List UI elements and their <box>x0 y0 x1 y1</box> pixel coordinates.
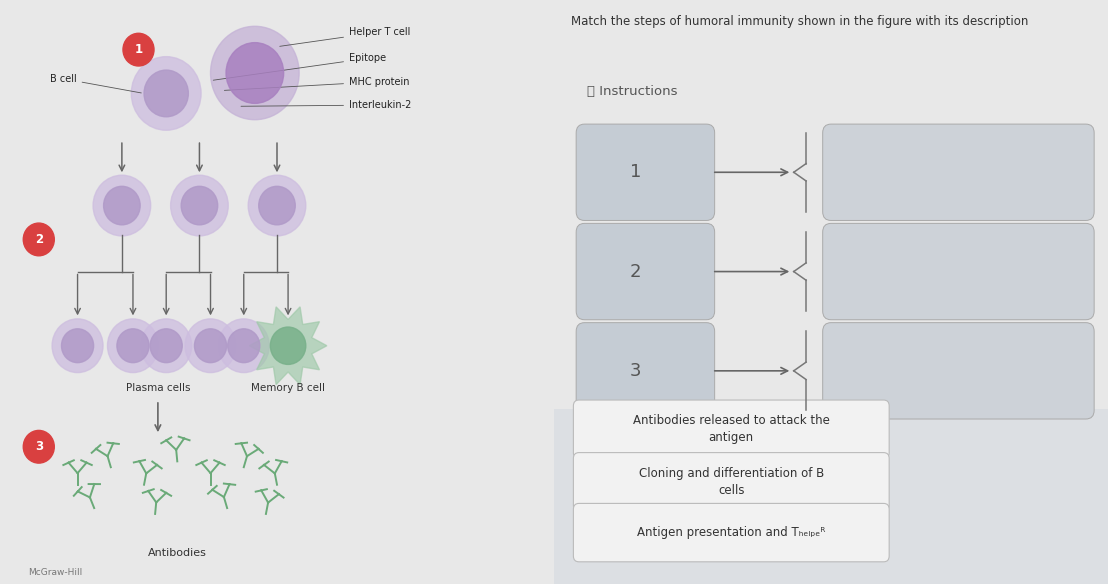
Circle shape <box>23 430 54 463</box>
Circle shape <box>195 329 227 363</box>
Circle shape <box>248 175 306 236</box>
Text: 2: 2 <box>630 263 642 280</box>
FancyBboxPatch shape <box>576 224 715 320</box>
Text: Epitope: Epitope <box>213 53 387 80</box>
Text: Antibodies: Antibodies <box>147 548 207 558</box>
Circle shape <box>117 329 148 363</box>
Circle shape <box>62 329 93 363</box>
Circle shape <box>226 43 284 103</box>
Text: 1: 1 <box>134 43 143 56</box>
FancyBboxPatch shape <box>576 322 715 419</box>
FancyBboxPatch shape <box>822 224 1095 320</box>
Circle shape <box>132 57 202 130</box>
Circle shape <box>107 319 158 373</box>
Circle shape <box>93 175 151 236</box>
Circle shape <box>144 70 188 117</box>
Text: Antibodies released to attack the
antigen: Antibodies released to attack the antige… <box>633 414 830 444</box>
Circle shape <box>23 223 54 256</box>
Circle shape <box>228 329 260 363</box>
Text: Interleukin-2: Interleukin-2 <box>242 100 411 110</box>
Circle shape <box>218 319 269 373</box>
Text: Antigen presentation and Tₕₑₗₚₑᴿ: Antigen presentation and Tₕₑₗₚₑᴿ <box>637 526 825 539</box>
FancyBboxPatch shape <box>574 400 890 458</box>
Text: 1: 1 <box>630 164 642 181</box>
Circle shape <box>211 26 299 120</box>
Circle shape <box>123 33 154 66</box>
Text: 3: 3 <box>34 440 43 453</box>
FancyBboxPatch shape <box>822 322 1095 419</box>
Circle shape <box>270 327 306 364</box>
Text: Helper T cell: Helper T cell <box>279 27 410 46</box>
Text: B cell: B cell <box>50 74 142 93</box>
Polygon shape <box>249 307 327 385</box>
Text: Cloning and differentiation of B
cells: Cloning and differentiation of B cells <box>638 467 824 497</box>
Text: Match the steps of humoral immunity shown in the figure with its description: Match the steps of humoral immunity show… <box>571 15 1028 27</box>
Text: 2: 2 <box>34 233 43 246</box>
FancyBboxPatch shape <box>576 124 715 221</box>
FancyBboxPatch shape <box>554 409 1108 584</box>
FancyBboxPatch shape <box>574 453 890 511</box>
Circle shape <box>52 319 103 373</box>
Text: ⓘ Instructions: ⓘ Instructions <box>587 85 678 98</box>
FancyBboxPatch shape <box>574 503 890 562</box>
Circle shape <box>150 329 182 363</box>
FancyBboxPatch shape <box>822 124 1095 221</box>
Circle shape <box>171 175 228 236</box>
Circle shape <box>141 319 192 373</box>
Text: 3: 3 <box>630 362 642 380</box>
Text: Plasma cells: Plasma cells <box>125 383 191 392</box>
Circle shape <box>182 186 217 225</box>
Text: MHC protein: MHC protein <box>225 77 410 91</box>
Circle shape <box>104 186 140 225</box>
Text: Memory B cell: Memory B cell <box>252 383 325 392</box>
Circle shape <box>259 186 295 225</box>
Circle shape <box>185 319 236 373</box>
Text: McGraw-Hill: McGraw-Hill <box>28 568 82 577</box>
